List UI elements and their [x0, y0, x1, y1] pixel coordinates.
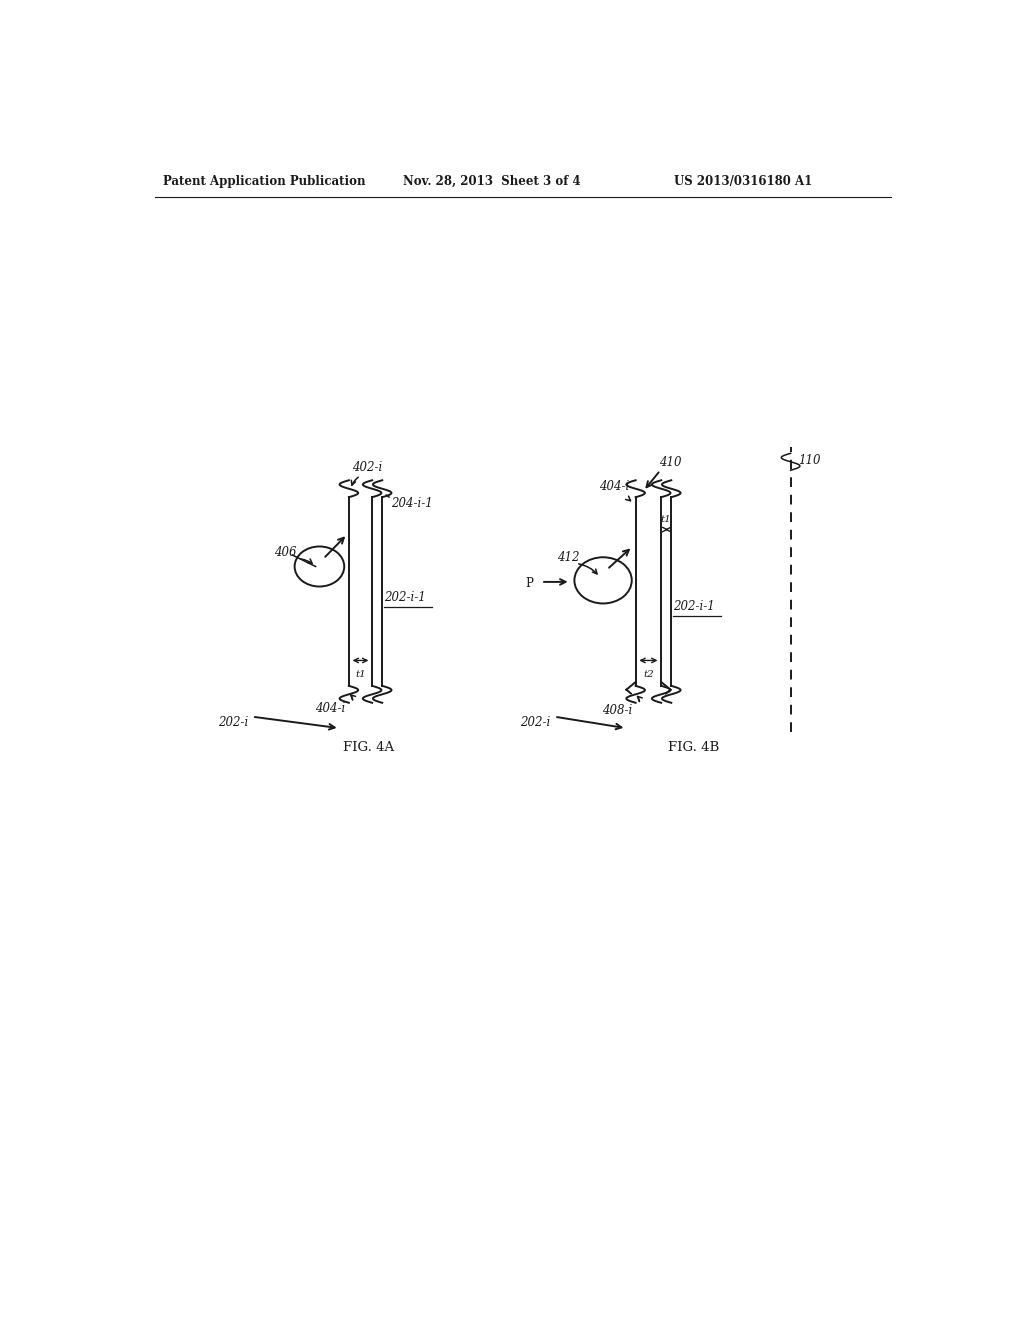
Text: 410: 410: [658, 455, 681, 469]
Text: 110: 110: [799, 454, 821, 467]
Text: 204-i-1: 204-i-1: [391, 496, 433, 510]
Text: 412: 412: [557, 550, 580, 564]
Text: 202-i: 202-i: [520, 715, 550, 729]
Text: 408-i: 408-i: [602, 704, 633, 717]
Text: US 2013/0316180 A1: US 2013/0316180 A1: [675, 176, 813, 187]
Text: t1: t1: [355, 669, 366, 678]
Text: Nov. 28, 2013  Sheet 3 of 4: Nov. 28, 2013 Sheet 3 of 4: [403, 176, 581, 187]
Text: 404-i: 404-i: [315, 702, 346, 715]
Text: 402-i: 402-i: [352, 462, 382, 474]
Text: 404-i: 404-i: [599, 480, 630, 494]
Text: 406: 406: [274, 546, 297, 560]
Text: P: P: [525, 577, 534, 590]
Text: 202-i: 202-i: [218, 715, 248, 729]
Text: 202-i-1: 202-i-1: [384, 591, 426, 603]
Text: Patent Application Publication: Patent Application Publication: [163, 176, 366, 187]
Text: FIG. 4A: FIG. 4A: [343, 741, 394, 754]
Text: t1: t1: [660, 515, 672, 524]
Text: FIG. 4B: FIG. 4B: [668, 741, 720, 754]
Text: t2: t2: [643, 669, 653, 678]
Text: 202-i-1: 202-i-1: [673, 601, 715, 612]
